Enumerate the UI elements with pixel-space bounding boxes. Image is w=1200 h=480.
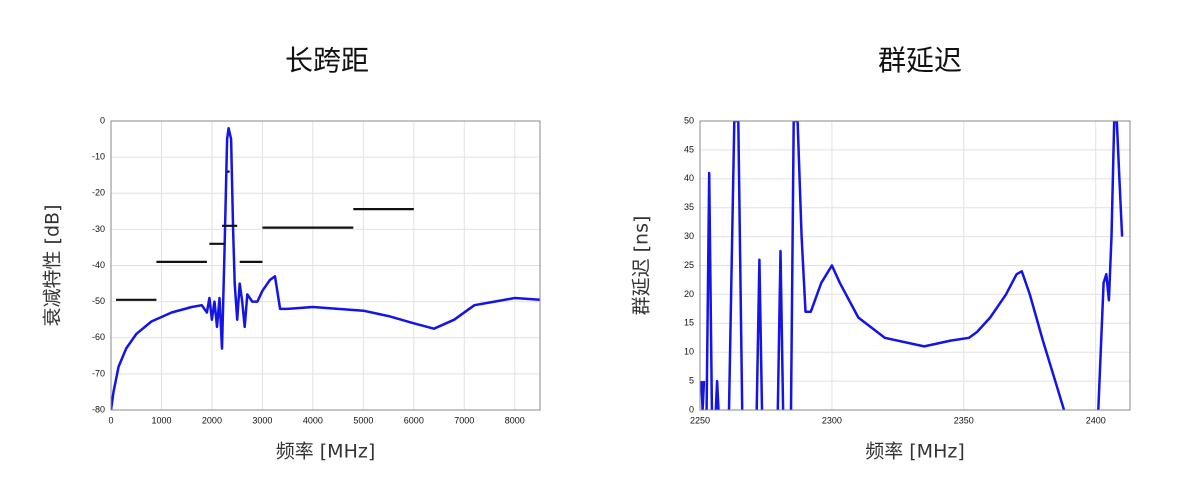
x-tick-label: 2250	[690, 415, 710, 425]
line-series	[116, 170, 414, 301]
y-tick-label: 35	[684, 202, 694, 212]
y-tick-label: -80	[92, 404, 105, 414]
x-tick-label: 4000	[303, 415, 323, 425]
x-tick-label: 6000	[404, 415, 424, 425]
y-tick-label: -40	[92, 260, 105, 270]
y-tick-label: 0	[689, 404, 694, 414]
chart-title: 群延迟	[878, 44, 962, 77]
y-tick-label: 45	[684, 144, 694, 154]
y-tick-label: 5	[689, 375, 694, 385]
plot-lines	[111, 126, 540, 410]
y-tick-label: 25	[684, 260, 694, 270]
plot-lines	[700, 121, 1124, 410]
x-tick-label: 2400	[1086, 415, 1106, 425]
y-tick-label: -70	[92, 368, 105, 378]
y-tick-label: 10	[684, 347, 694, 357]
x-axis-label: 频率 [MHz]	[276, 441, 376, 463]
y-axis-label: 衰减特性 [dB]	[42, 205, 64, 327]
x-tick-label: 0	[108, 415, 113, 425]
plot-frame	[699, 120, 1131, 411]
y-tick-label: 40	[684, 173, 694, 183]
line-series	[700, 121, 1124, 410]
y-tick-label: 50	[684, 115, 694, 125]
x-tick-label: 3000	[252, 415, 272, 425]
y-tick-label: 15	[684, 318, 694, 328]
x-tick-label: 7000	[454, 415, 474, 425]
y-tick-label: 30	[684, 231, 694, 241]
line-series	[111, 126, 540, 410]
x-tick-label: 2000	[202, 415, 222, 425]
x-tick-label: 2300	[822, 415, 842, 425]
x-tick-label: 8000	[505, 415, 525, 425]
x-tick-label: 2350	[954, 415, 974, 425]
y-axis-label: 群延迟 [ns]	[631, 216, 653, 316]
y-tick-label: 20	[684, 289, 694, 299]
y-tick-label: -10	[92, 152, 105, 162]
y-tick-label: -60	[92, 332, 105, 342]
y-tick-label: -20	[92, 188, 105, 198]
y-tick-label: 0	[100, 115, 105, 125]
x-tick-label: 5000	[353, 415, 373, 425]
plot-frame	[110, 120, 541, 411]
x-axis-label: 频率 [MHz]	[865, 441, 965, 463]
x-tick-label: 1000	[151, 415, 171, 425]
y-tick-label: -50	[92, 296, 105, 306]
chart-title: 长跨距	[285, 44, 369, 77]
y-tick-label: -30	[92, 224, 105, 234]
